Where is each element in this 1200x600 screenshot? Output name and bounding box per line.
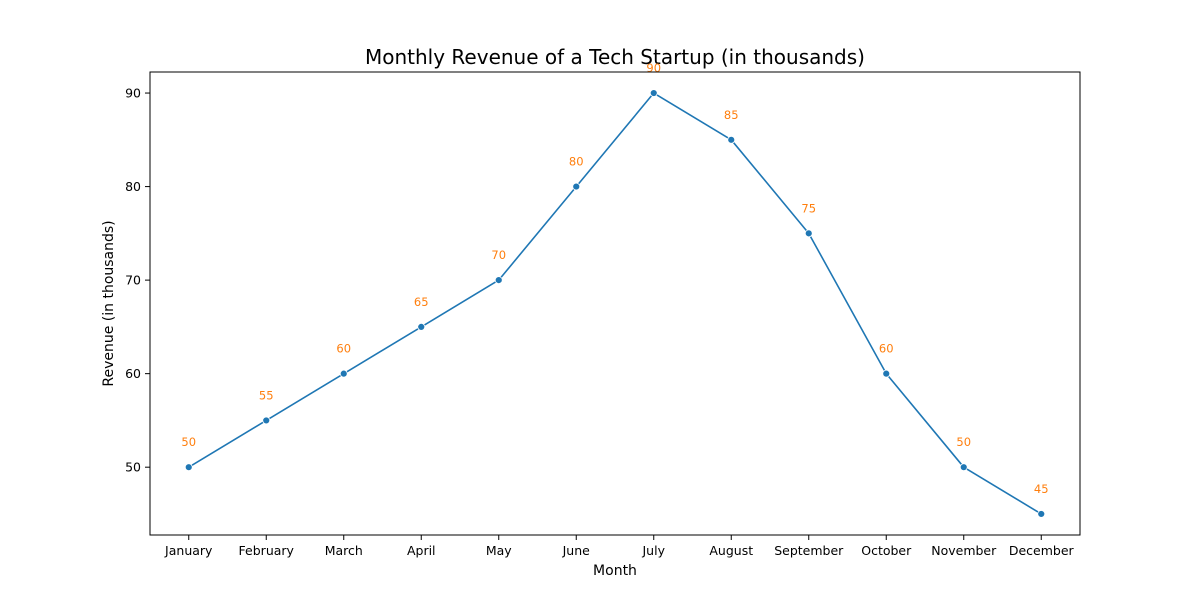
data-label: 60 (336, 342, 351, 356)
chart-title: Monthly Revenue of a Tech Startup (in th… (365, 45, 865, 69)
y-tick-label: 70 (125, 273, 141, 288)
data-point (959, 463, 968, 472)
series-line-revenue (188, 92, 1042, 515)
x-tick-label: February (239, 543, 295, 558)
data-point (184, 463, 193, 472)
plot-frame (149, 71, 1081, 536)
data-label: 70 (491, 248, 506, 262)
y-tick-label: 90 (125, 86, 141, 101)
y-tick-label: 60 (125, 366, 141, 381)
x-tick-label: August (709, 543, 753, 558)
x-tick-label: June (562, 543, 591, 558)
data-label: 90 (646, 61, 661, 75)
data-point (649, 89, 658, 97)
data-label: 65 (414, 295, 429, 309)
data-point (339, 369, 348, 378)
data-point (1037, 510, 1046, 518)
x-tick-label: July (642, 543, 666, 558)
plot-area: 50 60 70 80 90 January February March April May Ju… (125, 61, 1074, 558)
x-tick-label: May (486, 543, 512, 558)
data-point (882, 369, 891, 378)
x-axis-label: Month (593, 563, 637, 579)
x-tick-label: January (164, 543, 213, 558)
data-label: 45 (1034, 482, 1049, 496)
data-point (494, 276, 503, 285)
data-point (572, 182, 581, 191)
data-point (727, 135, 736, 144)
data-label: 85 (724, 108, 739, 122)
y-axis-label: Revenue (in thousands) (101, 220, 117, 386)
y-tick-label: 80 (125, 179, 141, 194)
y-tick-label: 50 (125, 460, 141, 475)
data-label: 50 (181, 435, 196, 449)
x-tick-label: April (407, 543, 436, 558)
x-tick-label: October (861, 543, 912, 558)
data-point (804, 229, 813, 238)
data-label: 75 (801, 201, 816, 215)
data-label: 60 (879, 342, 894, 356)
x-tick-label: September (774, 543, 844, 558)
x-tick-label: December (1009, 543, 1075, 558)
data-label: 50 (956, 435, 971, 449)
x-tick-label: March (325, 543, 363, 558)
data-label: 80 (569, 155, 584, 169)
x-tick-label: November (931, 543, 997, 558)
data-point (417, 322, 426, 331)
data-point (262, 416, 271, 425)
data-label: 55 (259, 388, 274, 402)
